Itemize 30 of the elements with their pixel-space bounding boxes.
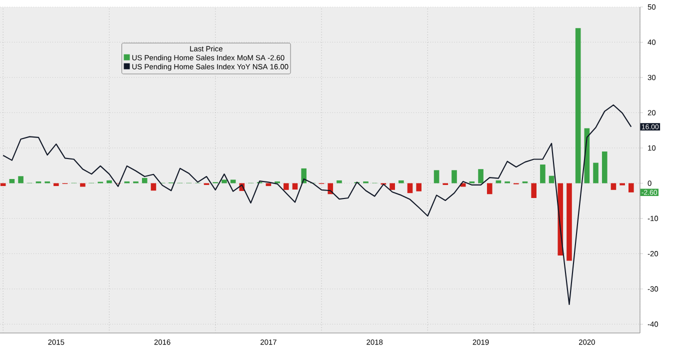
- bar: [434, 170, 440, 184]
- bar: [390, 183, 395, 190]
- bar: [610, 183, 616, 190]
- bar: [416, 183, 422, 192]
- bar: [54, 183, 59, 186]
- bar: [80, 183, 86, 187]
- bar: [531, 183, 537, 198]
- bar: [566, 183, 572, 261]
- bar: [452, 170, 457, 184]
- bar: [292, 183, 298, 190]
- bar: [628, 183, 634, 192]
- bar: [222, 180, 227, 184]
- bar: [486, 183, 492, 194]
- bar: [398, 180, 404, 184]
- bar: [230, 180, 236, 184]
- bar: [106, 180, 112, 184]
- bar: [540, 164, 546, 184]
- bar: [602, 151, 608, 184]
- bar: [142, 178, 148, 184]
- bar: [336, 180, 342, 184]
- line-series: [2, 104, 632, 306]
- bar: [575, 28, 581, 184]
- bar: [150, 183, 156, 191]
- bar: [0, 183, 6, 186]
- bar: [266, 183, 272, 186]
- bar: [407, 183, 413, 194]
- bar: [284, 183, 289, 190]
- bar: [593, 162, 598, 184]
- bar: [18, 176, 24, 184]
- bar: [478, 169, 484, 184]
